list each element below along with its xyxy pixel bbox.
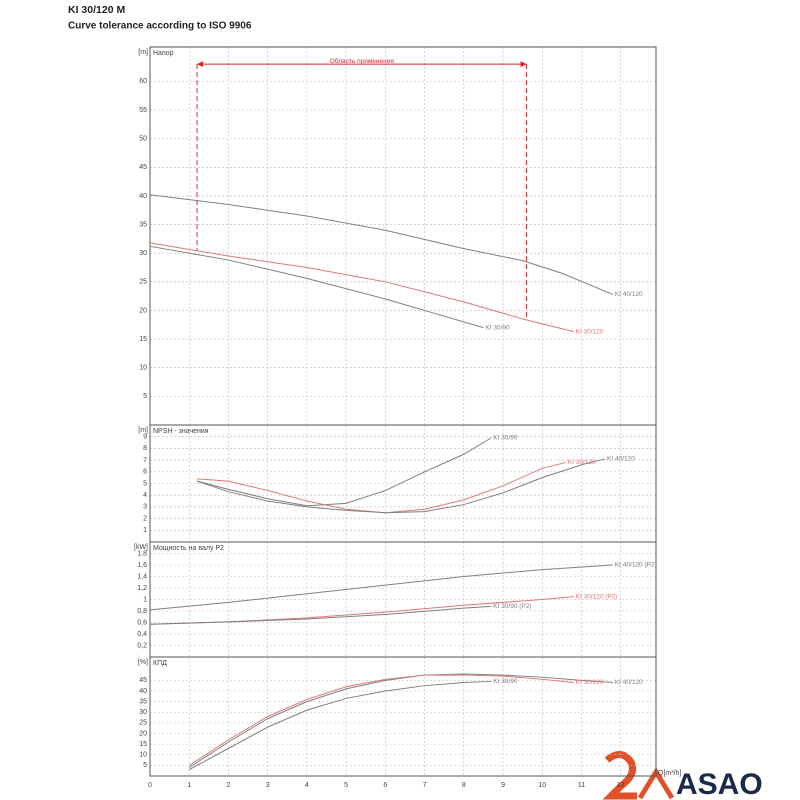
y-tick-label: 0,6 (137, 619, 147, 626)
x-axis-label: Q[m³/h] (658, 770, 681, 777)
y-tick-label: 30 (139, 250, 147, 257)
y-tick-label: 45 (139, 677, 147, 684)
curve (149, 245, 484, 329)
x-tick-label: 2 (226, 782, 230, 789)
y-tick-label: 10 (139, 365, 147, 372)
y-tick-label: 5 (143, 480, 147, 487)
curve (149, 194, 614, 295)
curve (197, 461, 566, 514)
curve-label: KI 30/120 (P2) (576, 593, 618, 600)
curve-label: KI 40/120 (615, 291, 643, 298)
panel: 1 2 3 4 5 6 7 8 9[m] NPSH - значения KI 30/90 KI 30… (138, 424, 657, 543)
y-tick-label: 0,8 (137, 608, 147, 615)
y-tick-label: 10 (139, 752, 147, 759)
y-tick-label: 9 (143, 434, 147, 441)
y-axis-label: [kW] (134, 544, 148, 551)
y-tick-label: 30 (139, 709, 147, 716)
x-tick-label: 11 (578, 782, 585, 789)
x-tick-label: 10 (538, 782, 546, 789)
curve (188, 680, 492, 771)
curve-label: KI 30/120 (568, 459, 596, 466)
y-tick-label: 50 (139, 135, 147, 142)
curve (188, 674, 574, 766)
y-tick-label: 4 (143, 492, 147, 499)
panel-title: NPSH - значения (153, 428, 209, 435)
range-label: Область применения (330, 57, 395, 65)
curve (149, 596, 574, 625)
panel-title: КПД (153, 660, 167, 667)
panel-title: Напор (153, 50, 174, 57)
y-tick-label: 15 (139, 336, 147, 343)
x-tick-label: 9 (501, 782, 505, 789)
y-tick-label: 1 (143, 596, 147, 603)
curve (149, 564, 613, 611)
y-tick-label: 35 (139, 221, 147, 228)
curve (149, 242, 574, 333)
curve-label: KI 40/120 (P2) (615, 562, 657, 569)
logo-text: ASAO (676, 768, 763, 800)
sheet-subtitle: Curve tolerance according to ISO 9906 (68, 21, 252, 32)
y-tick-label: 7 (143, 457, 147, 464)
y-axis-label: [m] (138, 49, 148, 56)
x-tick-label: 0 (148, 782, 152, 789)
y-tick-label: 1,2 (137, 585, 147, 592)
curve (196, 458, 606, 514)
y-tick-label: 5 (143, 393, 147, 400)
x-tick-label: 8 (462, 782, 466, 789)
panel-title: Мощность на валу P2 (153, 545, 224, 552)
plot-frame (149, 46, 657, 426)
curve-label: KI 30/120 (576, 679, 604, 686)
curve-label: KI 30/90 (485, 324, 510, 331)
x-tick-label: 12 (617, 782, 625, 789)
y-tick-label: 6 (143, 469, 147, 476)
y-tick-label: 3 (143, 504, 147, 511)
x-tick-label: 1 (187, 782, 191, 789)
y-tick-label: 40 (139, 193, 147, 200)
curve-label: KI 30/120 (576, 328, 604, 335)
curve-label: KI 40/120 (615, 679, 643, 686)
y-tick-label: 40 (139, 688, 147, 695)
y-tick-label: 1,4 (137, 573, 147, 580)
y-tick-label: 20 (139, 307, 147, 314)
x-tick-label: 6 (383, 782, 387, 789)
x-tick-label: 5 (344, 782, 348, 789)
curve-label: KI 30/90 (P2) (493, 603, 531, 610)
y-tick-label: 20 (139, 730, 147, 737)
y-tick-label: 60 (139, 78, 147, 85)
curve-label: KI 40/120 (607, 456, 635, 463)
curve-label: KI 30/90 (493, 678, 518, 685)
y-tick-label: 35 (139, 698, 147, 705)
y-tick-label: 1,6 (137, 562, 147, 569)
y-tick-label: 25 (139, 720, 147, 727)
y-axis-label: [%] (138, 659, 148, 666)
y-tick-label: 5 (143, 762, 147, 769)
y-tick-label: 45 (139, 164, 147, 171)
x-tick-label: 3 (266, 782, 270, 789)
y-tick-label: 55 (139, 107, 147, 114)
y-tick-label: 0,4 (137, 631, 147, 638)
panel: 5 10 15 20 25 30 35 40 45 50 55 60 [m] Напор KI 40/120… (138, 46, 657, 426)
curve (188, 673, 613, 768)
y-tick-label: 1,8 (137, 550, 147, 557)
logo: ASAO (602, 751, 763, 800)
y-tick-label: 0,2 (137, 642, 147, 649)
curve (196, 437, 492, 507)
sheet-title: KI 30/120 M (68, 4, 125, 16)
logo-mark (602, 751, 637, 800)
y-tick-label: 25 (139, 279, 147, 286)
x-tick-label: 4 (305, 782, 309, 789)
curve-label: KI 30/90 (493, 435, 518, 442)
panel: 0,2 0,4 0,6 0,8 1 1,2 1,4 1,6 1,8[kW] Мощность на… (134, 541, 657, 658)
y-tick-label: 8 (143, 445, 147, 452)
y-tick-label: 15 (139, 741, 147, 748)
curve (149, 605, 492, 625)
y-tick-label: 1 (143, 527, 147, 534)
y-axis-label: [m] (138, 427, 148, 434)
x-tick-label: 7 (423, 782, 427, 789)
y-tick-label: 2 (143, 515, 147, 522)
plot-frame (149, 656, 657, 777)
